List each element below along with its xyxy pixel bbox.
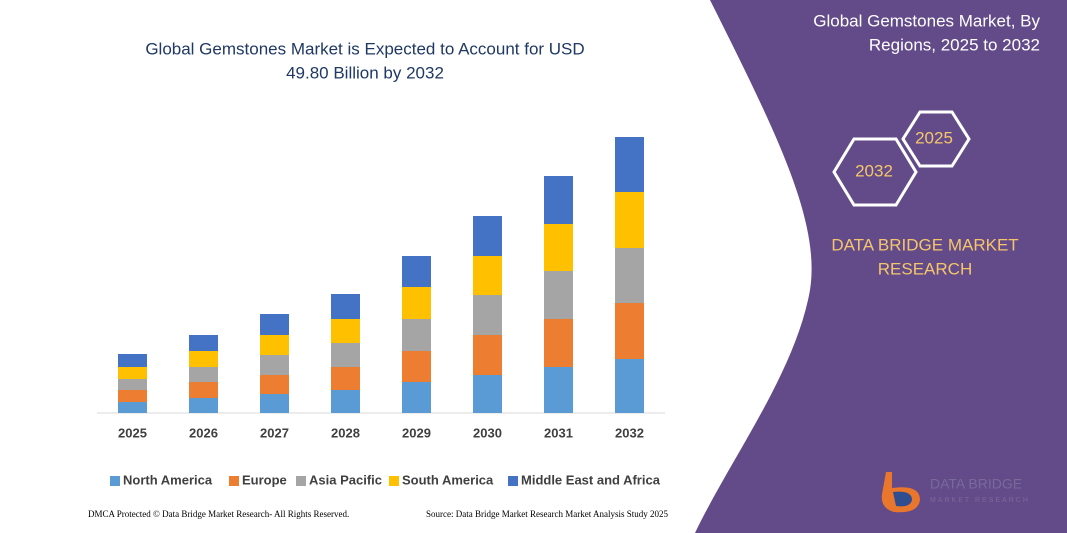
brand-text: RESEARCH	[878, 259, 972, 278]
bar-segment	[260, 375, 289, 394]
brand-text: DATA BRIDGE MARKET	[831, 235, 1018, 254]
bar-segment	[473, 295, 502, 335]
legend-swatch	[110, 476, 120, 486]
legend-label: Europe	[242, 472, 287, 487]
bar-segment	[260, 314, 289, 335]
bar-segment	[260, 335, 289, 355]
x-tick-label: 2031	[544, 425, 573, 440]
logo-text: DATA BRIDGE	[930, 476, 1022, 492]
hex-label: 2025	[915, 128, 953, 147]
footer-text: DMCA Protected © Data Bridge Market Rese…	[88, 509, 349, 519]
logo-text: MARKET RESEARCH	[930, 497, 1030, 504]
logo-mark	[893, 491, 912, 507]
side-panel	[695, 0, 1067, 533]
bar-segment	[118, 367, 147, 379]
bar-segment	[615, 137, 644, 192]
bar-segment	[118, 379, 147, 390]
legend-label: Asia Pacific	[309, 472, 382, 487]
panel-title: Regions, 2025 to 2032	[869, 35, 1040, 54]
footer-text: Source: Data Bridge Market Research Mark…	[426, 509, 668, 519]
bar-segment	[260, 394, 289, 413]
bar-segment	[615, 359, 644, 413]
bar-segment	[189, 398, 218, 413]
bar-segment	[402, 382, 431, 413]
legend-swatch	[296, 476, 306, 486]
bar-segment	[615, 303, 644, 359]
bar-segment	[118, 390, 147, 402]
bar-segment	[118, 354, 147, 367]
legend-swatch	[508, 476, 518, 486]
bar-segment	[331, 390, 360, 413]
bar-segment	[331, 319, 360, 343]
bar-segment	[402, 319, 431, 351]
bar-segment	[544, 271, 573, 319]
bar-segment	[544, 367, 573, 413]
legend-label: South America	[402, 472, 494, 487]
bar-segment	[402, 351, 431, 382]
bar-segment	[473, 335, 502, 375]
x-tick-label: 2028	[331, 425, 360, 440]
legend-swatch	[229, 476, 239, 486]
bar-segment	[118, 402, 147, 413]
bar-segment	[189, 335, 218, 351]
bar-segment	[189, 351, 218, 367]
bar-segment	[331, 367, 360, 390]
hex-label: 2032	[855, 161, 893, 180]
x-tick-label: 2029	[402, 425, 431, 440]
bar-segment	[473, 375, 502, 413]
x-tick-label: 2032	[615, 425, 644, 440]
bar-segment	[473, 256, 502, 295]
bar-segment	[544, 224, 573, 271]
bar-segment	[402, 287, 431, 319]
panel-title: Global Gemstones Market, By	[813, 11, 1040, 30]
bar-segment	[331, 343, 360, 367]
bar-segment	[615, 192, 644, 248]
chart-title: Global Gemstones Market is Expected to A…	[145, 39, 584, 58]
hexagon	[901, 110, 971, 168]
bar-segment	[473, 216, 502, 256]
bar-segment	[260, 355, 289, 375]
x-tick-label: 2027	[260, 425, 289, 440]
bar-segment	[402, 256, 431, 287]
legend-label: Middle East and Africa	[521, 472, 661, 487]
chart-title: 49.80 Billion by 2032	[286, 63, 444, 82]
hexagon	[832, 137, 918, 207]
bar-segment	[544, 176, 573, 224]
x-tick-label: 2026	[189, 425, 218, 440]
bar-segment	[189, 367, 218, 382]
legend-swatch	[389, 476, 399, 486]
legend-label: North America	[123, 472, 213, 487]
bar-segment	[544, 319, 573, 367]
bar-segment	[189, 382, 218, 398]
bar-segment	[331, 294, 360, 319]
x-tick-label: 2025	[118, 425, 147, 440]
x-tick-label: 2030	[473, 425, 502, 440]
bar-segment	[615, 248, 644, 303]
